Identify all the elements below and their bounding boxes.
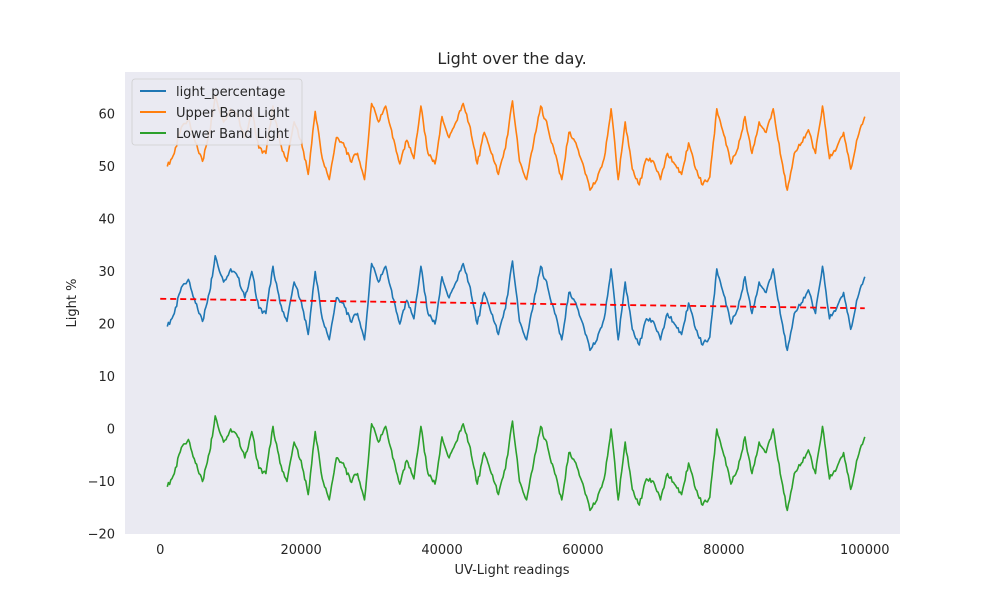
series-line-lower-band [166, 415, 866, 512]
legend-box [131, 78, 303, 146]
x-tick-label: 0 [156, 543, 164, 558]
x-tick-label: 80000 [703, 543, 744, 558]
legend-label-lower-band: Lower Band Light [176, 127, 289, 142]
legend-label-upper-band: Upper Band Light [176, 106, 289, 121]
y-tick-label: 40 [98, 213, 115, 228]
trend-line [160, 297, 865, 310]
y-axis-label: Light % [65, 279, 80, 328]
y-tick-label: −10 [88, 475, 115, 490]
x-axis-ticks: 0 20000 40000 60000 80000 100000 [156, 543, 890, 558]
series-layer [166, 94, 866, 512]
y-tick-label: 0 [107, 423, 115, 438]
legend-label-light-percentage: light_percentage [176, 85, 285, 100]
y-tick-label: 50 [98, 160, 115, 175]
series-line-upper-band [166, 94, 866, 191]
y-tick-label: 10 [98, 370, 115, 385]
chart-title: Light over the day. [437, 49, 586, 68]
x-tick-label: 40000 [421, 543, 462, 558]
y-tick-label: 30 [98, 265, 115, 280]
series-line-light-percentage [166, 255, 866, 352]
legend: light_percentage Upper Band Light Lower … [131, 78, 303, 146]
y-tick-label: 60 [98, 108, 115, 123]
x-axis-label: UV-Light readings [454, 563, 569, 578]
y-tick-label: −20 [88, 528, 115, 543]
x-tick-label: 100000 [840, 543, 890, 558]
trend-layer [160, 297, 865, 310]
x-tick-label: 20000 [280, 543, 321, 558]
y-axis-ticks: −20 −10 0 10 20 30 40 50 60 [88, 108, 115, 543]
y-tick-label: 20 [98, 318, 115, 333]
x-tick-label: 60000 [562, 543, 603, 558]
